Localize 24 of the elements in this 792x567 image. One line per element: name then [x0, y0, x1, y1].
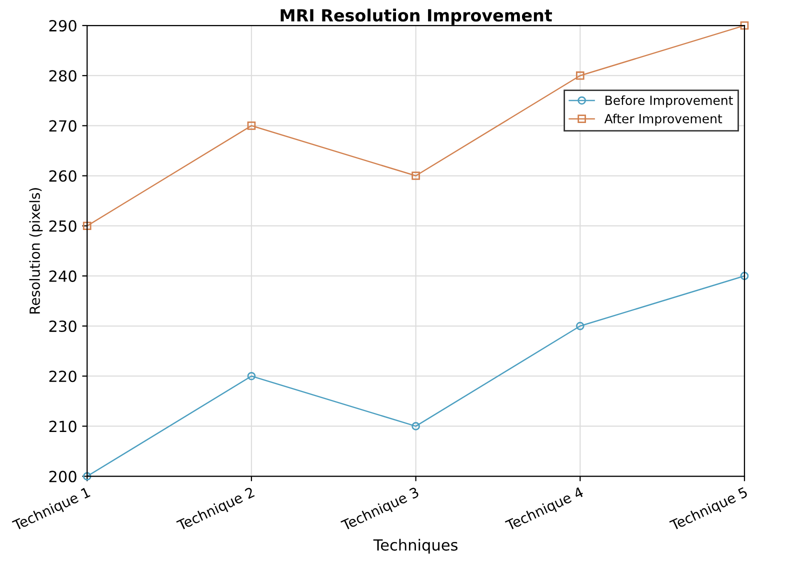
point — [576, 322, 584, 330]
point — [576, 71, 584, 80]
y-tick-label: 250 — [49, 220, 76, 232]
y-tick-label: 200 — [49, 470, 76, 482]
y-tick-label: 240 — [49, 270, 76, 282]
point — [740, 21, 749, 30]
y-tick-label: 220 — [49, 370, 76, 382]
y-tick-label: 270 — [49, 120, 76, 132]
y-tick-label: 290 — [49, 20, 76, 32]
point — [412, 422, 420, 430]
chart-title: MRI Resolution Improvement — [280, 8, 552, 25]
point — [740, 272, 749, 280]
y-tick-label: 210 — [49, 420, 76, 432]
x-axis-title: Techniques — [373, 538, 458, 554]
y-tick-label: 280 — [49, 70, 76, 82]
y-axis-title: Resolution (pixels) — [29, 188, 43, 314]
legend-label: Before Improvement — [606, 95, 733, 108]
legend-label: After Improvement — [604, 114, 722, 126]
point — [82, 222, 92, 230]
y-tick-label: 230 — [49, 320, 76, 332]
y-tick-label: 260 — [49, 170, 76, 182]
point — [412, 172, 420, 180]
point — [247, 122, 256, 130]
point — [247, 372, 256, 380]
